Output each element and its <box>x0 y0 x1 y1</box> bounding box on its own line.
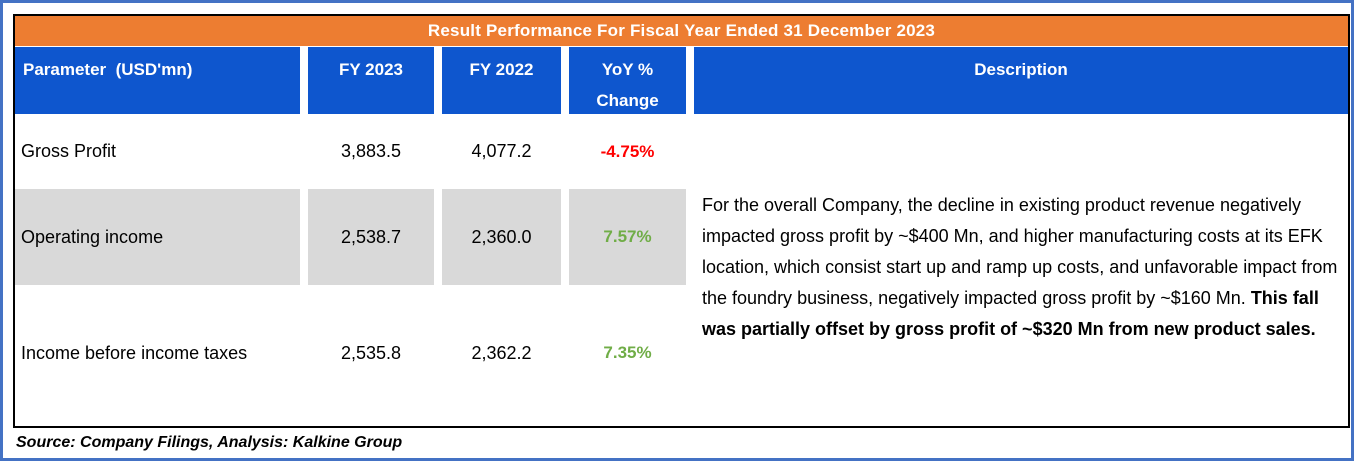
column-header-description: Description <box>694 47 1348 114</box>
row-operating-income-parameter: Operating income <box>15 189 300 285</box>
table-title: Result Performance For Fiscal Year Ended… <box>15 16 1348 46</box>
row-gross-profit-parameter: Gross Profit <box>21 141 117 161</box>
row-operating-income-fy2022: 2,360.0 <box>442 189 561 285</box>
row-operating-income-fy2023: 2,538.7 <box>308 189 434 285</box>
table-grid: Parameter (USD'mn) FY 2023 FY 2022 YoY %… <box>15 47 1348 421</box>
row-income-before-taxes-parameter: Income before income taxes <box>21 342 248 363</box>
row-gross-profit-fy2022: 4,077.2 <box>471 141 532 161</box>
row-gross-profit-fy2023: 3,883.5 <box>340 141 402 161</box>
source-note: Source: Company Filings, Analysis: Kalki… <box>16 434 403 451</box>
column-header-fy2022: FY 2022 <box>442 47 561 114</box>
column-header-fy2023: FY 2023 <box>308 47 434 114</box>
row-gross-profit-yoy: -4.75% <box>600 141 655 161</box>
column-header-parameter: Parameter (USD'mn) <box>15 47 300 114</box>
row-operating-income-yoy: 7.57% <box>569 189 686 285</box>
description-text: For the overall Company, the decline in … <box>702 195 1338 308</box>
row-income-before-taxes-fy2022: 2,362.2 <box>471 342 532 363</box>
description-paragraph: For the overall Company, the decline in … <box>702 190 1344 345</box>
description-highlight-text: This fall was partially offset by gross … <box>702 288 1319 339</box>
result-performance-table: Result Performance For Fiscal Year Ended… <box>13 14 1350 428</box>
column-header-yoy-change: YoY % Change <box>569 47 686 114</box>
description-cell: For the overall Company, the decline in … <box>694 114 1348 421</box>
row-income-before-taxes-fy2023: 2,535.8 <box>340 342 402 363</box>
row-income-before-taxes-yoy: 7.35% <box>603 343 652 362</box>
